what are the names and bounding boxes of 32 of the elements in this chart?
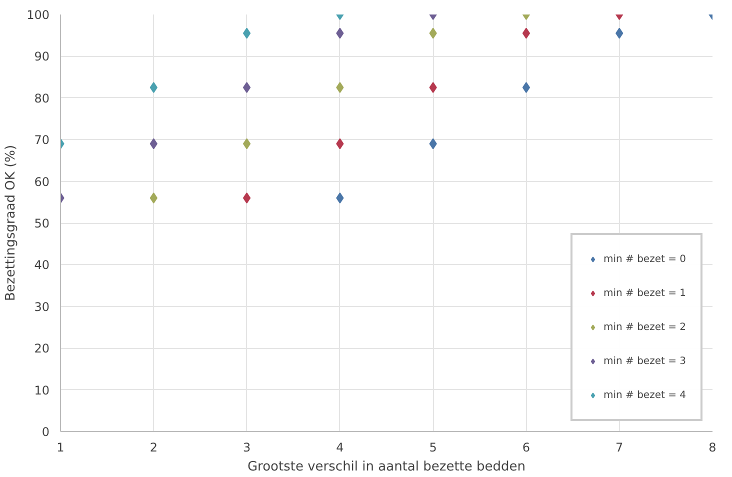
x-tick-label: 8 (708, 440, 716, 454)
y-tick-label: 50 (34, 216, 50, 230)
y-tick-label: 60 (34, 174, 50, 189)
legend-label: min # bezet = 1 (603, 288, 686, 298)
y-tick-label: 100 (26, 8, 50, 22)
y-tick-label: 10 (34, 383, 50, 398)
x-axis-title: Grootste verschil in aantal bezette bedden (247, 460, 526, 474)
y-axis-title: Bezettingsgraad OK (%) (4, 144, 19, 302)
legend-label: min # bezet = 2 (603, 322, 686, 332)
y-tick-label: 80 (34, 91, 50, 106)
x-tick-label: 2 (150, 440, 158, 454)
legend-label: min # bezet = 0 (603, 254, 686, 264)
point (242, 138, 251, 150)
x-tick-label: 5 (429, 440, 437, 454)
x-tick-label: 1 (56, 440, 64, 454)
y-tick-label: 30 (34, 300, 50, 314)
point (242, 192, 251, 204)
y-tick-label: 0 (42, 425, 50, 439)
point (522, 82, 530, 93)
y-tick-label: 40 (34, 258, 50, 272)
x-tick-label: 7 (616, 440, 624, 454)
x-tick-label: 4 (336, 440, 344, 454)
y-tick-label: 90 (34, 50, 50, 64)
point (242, 28, 251, 39)
y-tick-label: 70 (34, 133, 50, 148)
legend-label: min # bezet = 4 (603, 390, 686, 400)
x-tick-label: 6 (522, 440, 530, 454)
legend-label: min # bezet = 3 (603, 356, 686, 366)
point (242, 82, 251, 93)
x-tick-label: 3 (242, 440, 251, 454)
point (522, 28, 530, 39)
y-tick-label: 20 (34, 342, 50, 356)
